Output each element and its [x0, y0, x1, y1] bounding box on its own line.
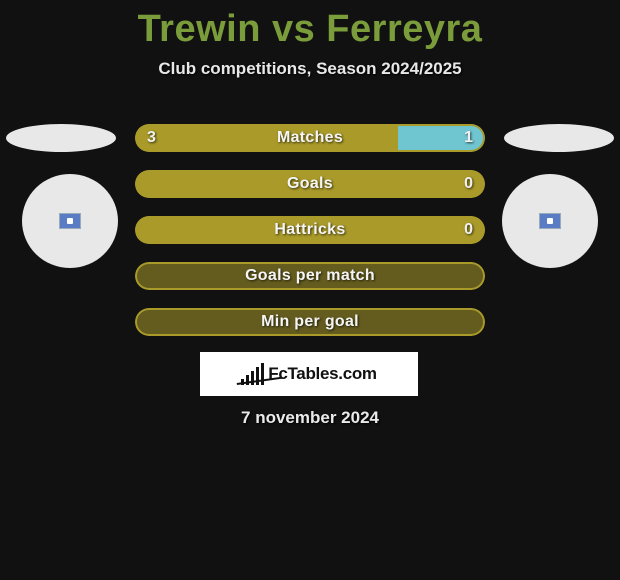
player-right-badge-icon — [539, 213, 561, 229]
stat-bar-label: Matches — [135, 124, 485, 152]
stat-bar-row: 31Matches — [135, 124, 485, 152]
logo-bar-segment — [241, 379, 244, 385]
player-left-badge-icon — [59, 213, 81, 229]
logo-text: FcTables.com — [268, 364, 377, 384]
player-right-ellipse — [504, 124, 614, 152]
stat-bar-row: 0Hattricks — [135, 216, 485, 244]
stat-bar-label: Goals per match — [135, 262, 485, 290]
logo-bar-segment — [261, 363, 264, 385]
stat-bar-row: Goals per match — [135, 262, 485, 290]
logo-chart-icon — [241, 363, 264, 385]
page-subtitle: Club competitions, Season 2024/2025 — [0, 59, 620, 79]
comparison-bars: 31Matches 0Goals 0Hattricks Goals per match… — [135, 124, 485, 354]
logo-bar-segment — [251, 371, 254, 385]
stat-bar-label: Goals — [135, 170, 485, 198]
snapshot-date: 7 november 2024 — [0, 408, 620, 428]
stat-bar-row: Min per goal — [135, 308, 485, 336]
logo-bar-segment — [256, 367, 259, 385]
logo-bar-segment — [246, 375, 249, 385]
player-left-avatar — [22, 174, 118, 268]
stat-bar-label: Hattricks — [135, 216, 485, 244]
player-right-avatar — [502, 174, 598, 268]
fctables-logo: FcTables.com — [200, 352, 418, 396]
player-left-ellipse — [6, 124, 116, 152]
stat-bar-label: Min per goal — [135, 308, 485, 336]
stat-bar-row: 0Goals — [135, 170, 485, 198]
page-title: Trewin vs Ferreyra — [0, 0, 620, 51]
